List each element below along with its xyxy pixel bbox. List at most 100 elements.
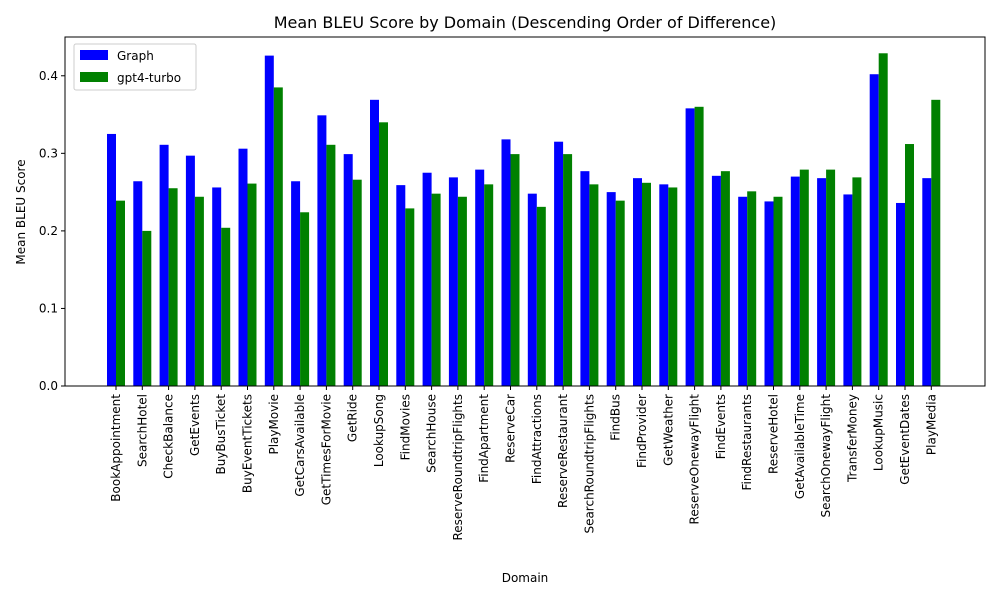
x-tick-label: GetEvents: [188, 394, 202, 456]
bar-graph-FindBus: [606, 192, 616, 386]
bar-graph-GetWeather: [659, 184, 669, 386]
bar-gpt4-turbo-BuyEventTickets: [247, 183, 257, 386]
bar-gpt4-turbo-FindEvents: [720, 171, 730, 386]
x-tick-label: BuyEventTickets: [241, 394, 255, 493]
bar-graph-FindAttractions: [527, 193, 537, 386]
bar-gpt4-turbo-FindBus: [615, 200, 625, 386]
bar-graph-BookAppointment: [107, 133, 116, 386]
bar-gpt4-turbo-GetRide: [352, 179, 362, 386]
bar-gpt4-turbo-ReserveCar: [510, 154, 520, 386]
x-tick-label: FindRestaurants: [740, 394, 754, 491]
x-tick-label: CheckBalance: [162, 394, 176, 479]
bar-gpt4-turbo-FindMovies: [405, 208, 415, 386]
x-tick-label: GetEventDates: [898, 394, 912, 485]
x-tick-label: ReserveRoundtripFlights: [451, 394, 465, 541]
bar-graph-GetEventDates: [896, 202, 905, 386]
bar-gpt4-turbo-BuyBusTicket: [221, 227, 231, 386]
bar-gpt4-turbo-ReserveOnewayFlight: [694, 106, 704, 387]
bar-graph-LookupSong: [370, 99, 379, 386]
x-tick-label: ReserveRestaurant: [556, 394, 570, 508]
bar-graph-SearchRoundtripFlights: [580, 171, 590, 386]
bar-gpt4-turbo-CheckBalance: [168, 188, 178, 386]
bar-gpt4-turbo-SearchHouse: [431, 193, 441, 386]
legend: Graph gpt4-turbo: [73, 43, 197, 91]
bar-graph-FindEvents: [711, 175, 721, 386]
bar-graph-PlayMovie: [264, 55, 274, 386]
bar-graph-GetEvents: [185, 155, 195, 386]
y-tick-label: 0.0: [39, 379, 58, 393]
x-tick-label: FindProvider: [635, 394, 649, 468]
x-tick-label: ReserveOnewayFlight: [688, 394, 702, 525]
y-tick-label: 0.4: [39, 69, 58, 83]
x-tick-label: ReserveCar: [504, 394, 518, 463]
bar-gpt4-turbo-FindProvider: [642, 182, 651, 386]
bar-graph-SearchOnewayFlight: [817, 178, 827, 386]
bar-graph-PlayMedia: [922, 178, 932, 386]
bar-graph-ReserveRestaurant: [554, 141, 564, 386]
plot-area-frame: [64, 36, 986, 387]
bar-gpt4-turbo-FindAttractions: [536, 206, 546, 386]
bar-graph-BuyBusTicket: [212, 187, 222, 386]
bar-graph-ReserveHotel: [764, 201, 774, 386]
bar-graph-CheckBalance: [159, 144, 169, 386]
bar-graph-GetAvailableTime: [790, 176, 800, 386]
bar-graph-ReserveOnewayFlight: [685, 108, 695, 387]
x-tick-label: FindApartment: [477, 394, 491, 483]
bar-graph-FindProvider: [633, 178, 642, 386]
x-tick-label: FindBus: [609, 394, 623, 441]
bar-gpt4-turbo-SearchRoundtripFlights: [589, 184, 599, 386]
bar-gpt4-turbo-SearchOnewayFlight: [826, 169, 836, 386]
y-tick-label: 0.2: [39, 224, 58, 238]
x-tick-label: SearchHouse: [425, 394, 439, 473]
bar-gpt4-turbo-ReserveRestaurant: [563, 154, 573, 386]
bar-gpt4-turbo-GetTimesForMovie: [326, 144, 336, 386]
bar-gpt4-turbo-LookupSong: [379, 122, 388, 387]
bar-graph-TransferMoney: [843, 194, 853, 386]
bar-graph-SearchHouse: [422, 172, 432, 386]
bar-gpt4-turbo-PlayMedia: [931, 99, 941, 386]
bar-gpt4-turbo-ReserveHotel: [773, 196, 783, 386]
bar-gpt4-turbo-PlayMovie: [273, 87, 283, 387]
bar-graph-GetCarsAvailable: [291, 181, 301, 386]
bar-gpt4-turbo-SearchHotel: [142, 230, 152, 386]
x-tick-label: GetRide: [346, 394, 360, 442]
bar-graph-FindMovies: [396, 185, 406, 386]
legend-swatch-graph: [80, 50, 108, 60]
bar-gpt4-turbo-GetAvailableTime: [799, 169, 809, 386]
x-tick-label: SearchOnewayFlight: [819, 394, 833, 518]
bar-gpt4-turbo-FindApartment: [484, 184, 494, 386]
bar-graph-GetTimesForMovie: [317, 115, 327, 386]
x-tick-label: BookAppointment: [109, 394, 123, 502]
bar-graph-BuyEventTickets: [238, 148, 248, 386]
x-tick-label: GetTimesForMovie: [319, 394, 333, 505]
x-axis-title: Domain: [502, 571, 549, 585]
bar-gpt4-turbo-TransferMoney: [852, 177, 862, 386]
x-tick-label: FindEvents: [714, 394, 728, 459]
bar-graph-ReserveRoundtripFlights: [448, 177, 458, 386]
x-tick-label: TransferMoney: [845, 394, 859, 483]
bar-gpt4-turbo-ReserveRoundtripFlights: [457, 196, 467, 386]
bar-gpt4-turbo-BookAppointment: [116, 200, 125, 386]
x-tick-label: LookupSong: [372, 394, 386, 467]
chart-title: Mean BLEU Score by Domain (Descending Or…: [274, 13, 777, 32]
bar-graph-ReserveCar: [501, 139, 511, 386]
x-tick-label: BuyBusTicket: [214, 394, 228, 475]
bar-gpt4-turbo-GetEvents: [194, 196, 204, 386]
bar-graph-LookupMusic: [869, 74, 879, 386]
x-tick-label: PlayMedia: [924, 394, 938, 455]
legend-label-gpt4-turbo: gpt4-turbo: [117, 71, 181, 85]
bar-gpt4-turbo-LookupMusic: [878, 53, 888, 386]
x-tick-label: SearchHotel: [135, 394, 149, 467]
bar-graph-SearchHotel: [133, 181, 143, 386]
bar-gpt4-turbo-GetWeather: [668, 187, 678, 386]
bar-gpt4-turbo-GetEventDates: [905, 144, 914, 386]
bar-graph-GetRide: [343, 154, 353, 386]
x-tick-label: PlayMovie: [267, 394, 281, 455]
x-tick-label: SearchRoundtripFlights: [582, 394, 596, 534]
legend-label-graph: Graph: [117, 49, 154, 63]
x-tick-label: GetAvailableTime: [793, 394, 807, 499]
bar-graph-FindApartment: [475, 169, 485, 386]
x-tick-label: GetCarsAvailable: [293, 394, 307, 497]
y-tick-label: 0.1: [39, 301, 58, 315]
